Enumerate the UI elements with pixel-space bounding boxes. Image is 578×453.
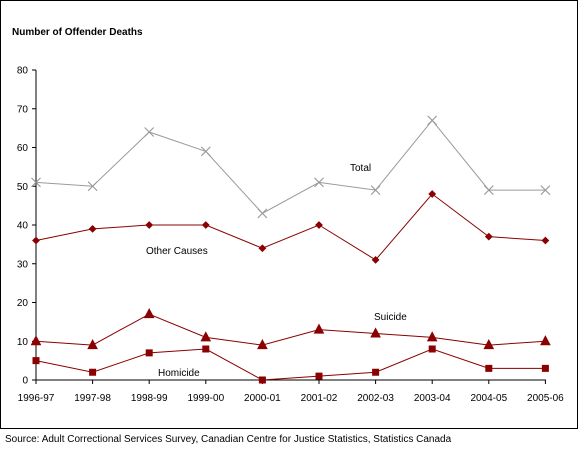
series-suicide (30, 308, 551, 350)
data-point-homicide (541, 364, 549, 372)
data-point-suicide (257, 339, 268, 350)
data-point-suicide (143, 308, 155, 319)
x-tick-label: 1996-97 (18, 393, 55, 404)
data-point-total (370, 185, 381, 196)
series-line-suicide (35, 313, 546, 346)
y-axis-title: Number of Offender Deaths (12, 27, 143, 38)
source-note: Source: Adult Correctional Services Surv… (5, 434, 452, 445)
data-point-other-causes (201, 221, 210, 229)
series-label-other-causes: Other Causes (146, 246, 208, 257)
data-point-suicide (87, 339, 98, 350)
data-point-other-causes (145, 221, 154, 229)
x-tick-label: 2004-05 (470, 393, 507, 404)
x-tick-label: 2000-01 (244, 393, 281, 404)
data-point-total (257, 208, 268, 219)
series-label-homicide: Homicide (158, 368, 200, 379)
y-tick-label: 30 (17, 259, 29, 270)
data-point-homicide (202, 345, 210, 353)
y-tick-label: 40 (17, 221, 29, 232)
data-point-homicide (145, 349, 153, 357)
data-point-suicide (370, 327, 381, 338)
data-point-suicide (426, 331, 438, 342)
data-point-other-causes (428, 190, 437, 198)
y-tick-label: 80 (17, 66, 29, 77)
data-point-other-causes (371, 255, 380, 264)
data-point-other-causes (258, 244, 267, 253)
data-point-total (427, 115, 438, 126)
x-tick-label: 2003-04 (414, 393, 451, 404)
data-point-suicide (30, 335, 42, 346)
data-point-other-causes (32, 236, 40, 245)
data-point-suicide (313, 323, 325, 334)
data-point-total (483, 185, 494, 196)
series-total (31, 115, 551, 219)
series-label-suicide: Suicide (374, 312, 407, 323)
data-point-homicide (89, 368, 97, 376)
x-tick-label: 1998-99 (131, 393, 168, 404)
series-other-causes (32, 190, 550, 264)
series-line-other-causes (35, 193, 546, 261)
data-point-suicide (200, 331, 212, 342)
series-line-homicide (35, 348, 546, 381)
x-tick-label: 2001-02 (301, 393, 338, 404)
axes: 0 10 20 30 40 50 60 70 80 1996-97 1997-98 1998-99 19… (17, 66, 564, 405)
chart-border (0, 0, 578, 429)
x-tick-label: 2005-06 (527, 393, 564, 404)
data-point-homicide (315, 372, 323, 380)
data-point-total (31, 177, 41, 188)
data-point-total (200, 146, 211, 157)
y-tick-label: 10 (17, 337, 29, 348)
data-point-homicide (485, 364, 493, 372)
series-layer (30, 115, 551, 384)
series-line-total (35, 119, 546, 215)
data-point-total (540, 185, 551, 196)
data-point-total (87, 181, 98, 192)
y-tick-label: 60 (17, 143, 29, 154)
y-tick-label: 0 (22, 376, 28, 387)
data-point-homicide (372, 368, 380, 376)
data-point-other-causes (315, 221, 323, 229)
data-point-other-causes (541, 236, 550, 245)
series-labels: Total Other Causes Suicide Homicide (146, 163, 407, 379)
series-homicide (32, 345, 549, 384)
data-point-total (314, 177, 324, 188)
data-point-homicide (428, 345, 436, 353)
y-tick-label: 20 (17, 298, 29, 309)
y-tick-label: 70 (17, 104, 29, 115)
series-label-total: Total (350, 163, 371, 174)
data-point-homicide (32, 357, 40, 365)
y-tick-label: 50 (17, 182, 29, 193)
data-point-other-causes (88, 224, 97, 233)
data-point-homicide (258, 376, 266, 384)
x-tick-label: 1999-00 (187, 393, 224, 404)
data-point-other-causes (484, 232, 493, 241)
data-point-suicide (540, 335, 551, 346)
x-tick-label: 2002-03 (357, 393, 394, 404)
data-point-total (144, 127, 155, 137)
data-point-suicide (483, 339, 495, 350)
x-tick-label: 1997-98 (74, 393, 111, 404)
